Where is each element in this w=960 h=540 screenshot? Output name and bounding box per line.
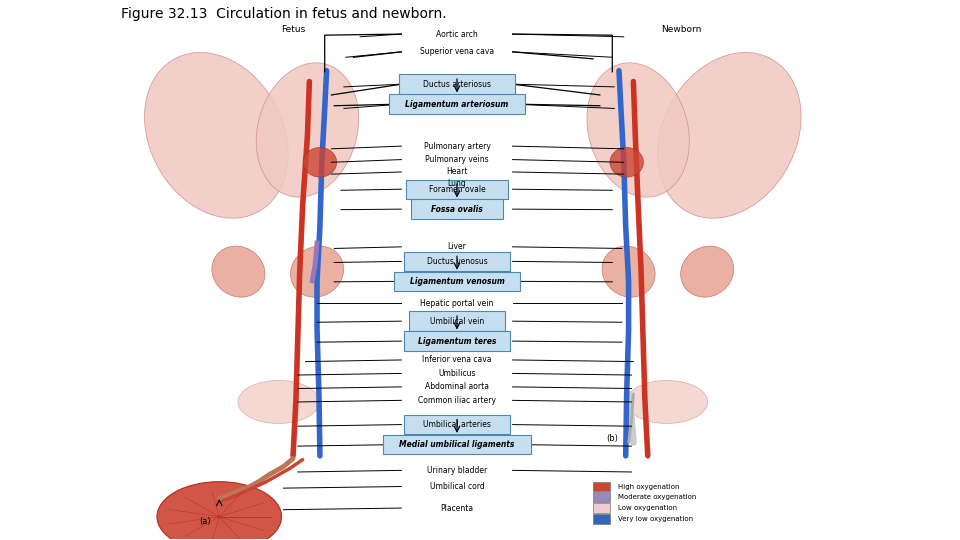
FancyBboxPatch shape [593, 492, 611, 502]
Ellipse shape [610, 147, 643, 177]
Text: Placenta: Placenta [441, 504, 473, 512]
FancyBboxPatch shape [411, 199, 503, 219]
Text: Abdominal aorta: Abdominal aorta [425, 382, 489, 392]
Ellipse shape [626, 380, 708, 423]
Text: Ductus arteriosus: Ductus arteriosus [423, 80, 491, 89]
Text: Low oxygenation: Low oxygenation [618, 505, 677, 511]
Circle shape [156, 482, 281, 540]
Text: Pulmonary artery: Pulmonary artery [423, 141, 491, 151]
FancyBboxPatch shape [383, 435, 531, 454]
Text: Common iliac artery: Common iliac artery [418, 396, 496, 405]
Text: Ductus venosus: Ductus venosus [426, 257, 488, 266]
FancyBboxPatch shape [395, 272, 519, 291]
Ellipse shape [602, 246, 655, 297]
Text: Heart: Heart [446, 167, 468, 177]
Text: Ligamentum teres: Ligamentum teres [418, 336, 496, 346]
Text: Fetus: Fetus [281, 25, 305, 34]
FancyBboxPatch shape [406, 179, 508, 199]
FancyBboxPatch shape [593, 482, 611, 491]
Ellipse shape [587, 63, 689, 197]
Text: (b): (b) [607, 435, 618, 443]
Text: Foramen ovale: Foramen ovale [428, 185, 486, 194]
Text: (a): (a) [199, 517, 210, 526]
FancyBboxPatch shape [399, 75, 515, 94]
Text: Moderate oxygenation: Moderate oxygenation [618, 494, 696, 500]
Text: High oxygenation: High oxygenation [618, 483, 680, 490]
FancyBboxPatch shape [593, 503, 611, 513]
Text: Inferior vena cava: Inferior vena cava [422, 355, 492, 364]
Text: Ligamentum arteriosum: Ligamentum arteriosum [405, 99, 509, 109]
FancyBboxPatch shape [404, 415, 510, 434]
Ellipse shape [303, 147, 337, 177]
Text: Umbilical cord: Umbilical cord [430, 482, 485, 491]
Text: Superior vena cava: Superior vena cava [420, 48, 494, 56]
Ellipse shape [658, 52, 801, 218]
Text: Hepatic portal vein: Hepatic portal vein [420, 299, 493, 308]
Ellipse shape [256, 63, 359, 197]
Ellipse shape [291, 246, 344, 297]
FancyBboxPatch shape [593, 514, 611, 524]
Text: Pulmonary veins: Pulmonary veins [425, 155, 489, 164]
Text: Liver: Liver [447, 242, 467, 251]
FancyBboxPatch shape [404, 252, 510, 271]
Text: Umbilical arteries: Umbilical arteries [423, 420, 491, 429]
FancyBboxPatch shape [409, 312, 505, 331]
Ellipse shape [212, 246, 265, 297]
Text: Umbilical vein: Umbilical vein [430, 316, 484, 326]
Text: Aortic arch: Aortic arch [436, 30, 478, 38]
Text: Very low oxygenation: Very low oxygenation [618, 516, 693, 522]
Ellipse shape [145, 52, 288, 218]
Text: Newborn: Newborn [661, 25, 702, 34]
Text: Urinary bladder: Urinary bladder [427, 466, 487, 475]
Text: Figure 32.13  Circulation in fetus and newborn.: Figure 32.13 Circulation in fetus and ne… [121, 7, 446, 21]
FancyBboxPatch shape [390, 94, 524, 114]
Text: Medial umbilical ligaments: Medial umbilical ligaments [399, 440, 515, 449]
FancyBboxPatch shape [404, 332, 510, 351]
Ellipse shape [238, 380, 320, 423]
Text: Umbilicus: Umbilicus [439, 369, 476, 378]
Text: Fossa ovalis: Fossa ovalis [431, 205, 483, 214]
Ellipse shape [681, 246, 733, 297]
Text: Lung: Lung [447, 179, 467, 188]
Text: Ligamentum venosum: Ligamentum venosum [410, 277, 504, 286]
